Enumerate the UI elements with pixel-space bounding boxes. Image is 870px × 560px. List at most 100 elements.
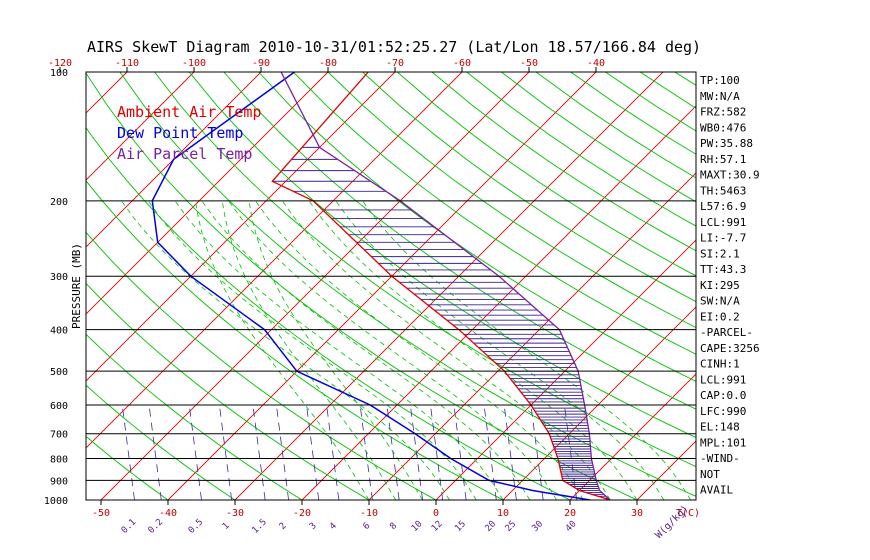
index-item: CAP:0.0 [700, 389, 746, 402]
index-item: EL:148 [700, 421, 740, 434]
x-axis-unit-label: T(C) [676, 508, 700, 519]
index-item: LFC:990 [700, 405, 746, 418]
mixing-ratio-line [188, 404, 202, 500]
index-item: NOT [700, 468, 720, 481]
index-item: TT:43.3 [700, 263, 746, 276]
mixing-ratio-tick-label: 2 [278, 521, 289, 532]
index-item: -PARCEL- [700, 326, 753, 339]
index-item: TP:100 [700, 74, 740, 87]
bottom-temp-tick-label: -20 [293, 508, 311, 519]
dry-adiabat-line [86, 282, 370, 500]
index-item: AVAIL [700, 484, 733, 497]
pressure-tick-label: 300 [50, 272, 68, 283]
pressure-tick-label: 600 [50, 401, 68, 412]
y-axis-label: PRESSURE (MB) [70, 243, 83, 329]
mixing-ratio-line [306, 404, 320, 500]
mixing-ratio-line [121, 404, 135, 500]
moist-adiabat-line [221, 200, 397, 500]
pressure-tick-label: 900 [50, 476, 68, 487]
dry-adiabat-line [86, 384, 236, 500]
dry-adiabat-line [431, 72, 696, 252]
bottom-temp-tick-label: 20 [564, 508, 576, 519]
index-item: RH:57.1 [700, 153, 746, 166]
moist-adiabat-line [201, 200, 531, 500]
isotherm-line [86, 72, 195, 181]
index-item: CAPE:3256 [700, 342, 760, 355]
isotherm-line [301, 105, 696, 500]
top-temp-tick-label: -90 [252, 58, 270, 69]
bottom-temp-tick-label: -30 [226, 508, 244, 519]
dry-adiabat-line [119, 72, 696, 497]
moist-adiabat-line [281, 200, 611, 500]
isotherm-line [167, 72, 597, 500]
mixing-ratio-line [359, 404, 373, 500]
isotherm-line [569, 373, 696, 500]
index-item: MW:N/A [700, 90, 740, 103]
bottom-temp-tick-label: -10 [360, 508, 378, 519]
mixing-ratio-tick-label: 4 [328, 521, 339, 532]
background-lines [86, 72, 696, 500]
index-item: MAXT:30.9 [700, 169, 760, 182]
top-temp-tick-label: -40 [587, 58, 605, 69]
plot-frame [85, 71, 697, 501]
dry-adiabat-line [397, 72, 696, 277]
index-item: EI:0.2 [700, 310, 740, 323]
moist-adiabat-line [308, 200, 638, 500]
mixing-ratio-line [530, 404, 544, 500]
legend: Ambient Air Temp Dew Point Temp Air Parcel… [117, 103, 262, 163]
bottom-temp-tick-label: 0 [433, 508, 439, 519]
moist-adiabat-line [121, 200, 450, 500]
bottom-temp-tick-label: 10 [497, 508, 509, 519]
top-temp-tick-label: -80 [319, 58, 337, 69]
top-temp-tick-label: -50 [520, 58, 538, 69]
moist-adiabat-line [147, 200, 477, 500]
moist-adiabat-line [174, 200, 504, 500]
moist-adiabat-line [255, 200, 584, 500]
mixing-ratio-tick-label: 6 [362, 521, 373, 532]
pressure-tick-label: 400 [50, 326, 68, 337]
index-item: KI:295 [700, 279, 740, 292]
moist-adiabat-line [335, 200, 665, 500]
pressure-tick-label: 800 [50, 455, 68, 466]
dry-adiabat-line [327, 72, 696, 329]
dry-adiabat-line [86, 435, 169, 500]
isotherm-line [86, 72, 396, 382]
isotherm-line [86, 72, 329, 315]
isotherm-line [86, 72, 262, 248]
isotherm-line [234, 72, 664, 500]
index-item: WB0:476 [700, 121, 746, 134]
axes: 1002003004005006007008009001000PRESSURE … [44, 58, 700, 541]
mixing-ratio-line [219, 404, 233, 500]
legend-item: Dew Point Temp [117, 124, 243, 142]
index-item: PW:35.88 [700, 137, 753, 150]
index-item: SW:N/A [700, 295, 740, 308]
mixing-ratio-tick-label: 3 [308, 521, 319, 532]
pressure-tick-label: 500 [50, 367, 68, 378]
index-item: LCL:991 [700, 373, 746, 386]
bottom-temp-tick-label: -50 [92, 508, 110, 519]
cape-hatch [272, 146, 609, 499]
isotherm-line [86, 72, 463, 449]
index-item: L57:6.9 [700, 200, 746, 213]
pressure-tick-label: 1000 [44, 496, 68, 507]
mixing-ratio-line [453, 404, 467, 500]
top-temp-tick-label: -120 [48, 58, 72, 69]
moist-adiabat-line [195, 200, 370, 500]
index-item: CINH:1 [700, 358, 740, 371]
dry-adiabat-line [86, 126, 571, 500]
pressure-tick-label: 200 [50, 197, 68, 208]
legend-item: Ambient Air Temp [117, 103, 262, 121]
top-temp-tick-label: -70 [386, 58, 404, 69]
chart-title: AIRS SkewT Diagram 2010-10-31/01:52:25.2… [87, 38, 701, 56]
index-item: MPL:101 [700, 436, 746, 449]
mixing-ratio-line [275, 404, 289, 500]
index-item: FRZ:582 [700, 106, 746, 119]
isotherm-line [100, 72, 530, 500]
dry-adiabat-line [362, 72, 696, 303]
index-item: TH:5463 [700, 184, 746, 197]
mixing-ratio-line [326, 404, 340, 500]
pressure-tick-label: 700 [50, 430, 68, 441]
bottom-temp-tick-label: 30 [631, 508, 643, 519]
